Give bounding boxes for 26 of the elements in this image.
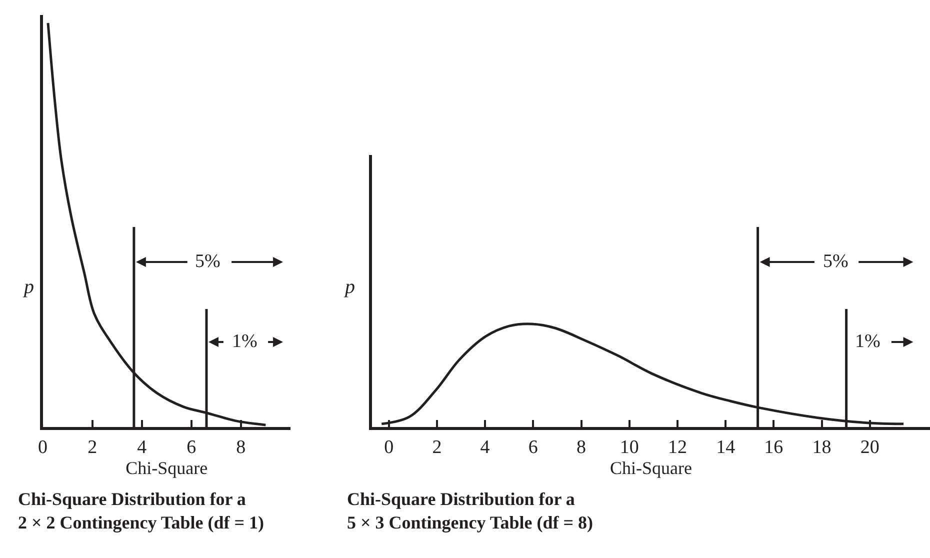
x-tick-label: 16 <box>764 436 784 458</box>
x-tick-label: 0 <box>384 436 394 458</box>
text: 5% <box>823 251 848 272</box>
x-tick-label: 4 <box>480 436 490 458</box>
annotation: 1% <box>855 331 880 352</box>
x-tick-label: 20 <box>860 436 880 458</box>
annotation: 1% <box>232 331 258 352</box>
x-tick-label: 2 <box>88 436 98 458</box>
y-axis-title: p <box>22 276 34 298</box>
x-tick-label: 14 <box>716 436 736 458</box>
x-tick-label: 6 <box>186 436 196 458</box>
x-tick-label: 6 <box>528 436 538 458</box>
annotation: 5% <box>195 251 220 272</box>
x-tick-label: 18 <box>812 436 832 458</box>
x-tick-label: 2 <box>432 436 442 458</box>
x-tick-label: 8 <box>236 436 246 458</box>
text: Chi-Square Distribution for a 5 × 3 Contingency Table (df = 8) <box>347 489 594 532</box>
x-axis-title: Chi-Square <box>610 458 692 478</box>
x-tick-label: 4 <box>137 436 148 458</box>
x-tick-label: 0 <box>38 436 48 458</box>
x-axis-title: Chi-Square <box>126 458 208 478</box>
x-tick-label: 10 <box>620 436 639 458</box>
x-tick-label: 12 <box>668 436 687 458</box>
x-tick-label: 8 <box>576 436 586 458</box>
text: Chi-Square Distribution for a 2 × 2 Contingency Table (df = 1) <box>18 489 264 532</box>
y-axis-title: p <box>343 276 355 298</box>
